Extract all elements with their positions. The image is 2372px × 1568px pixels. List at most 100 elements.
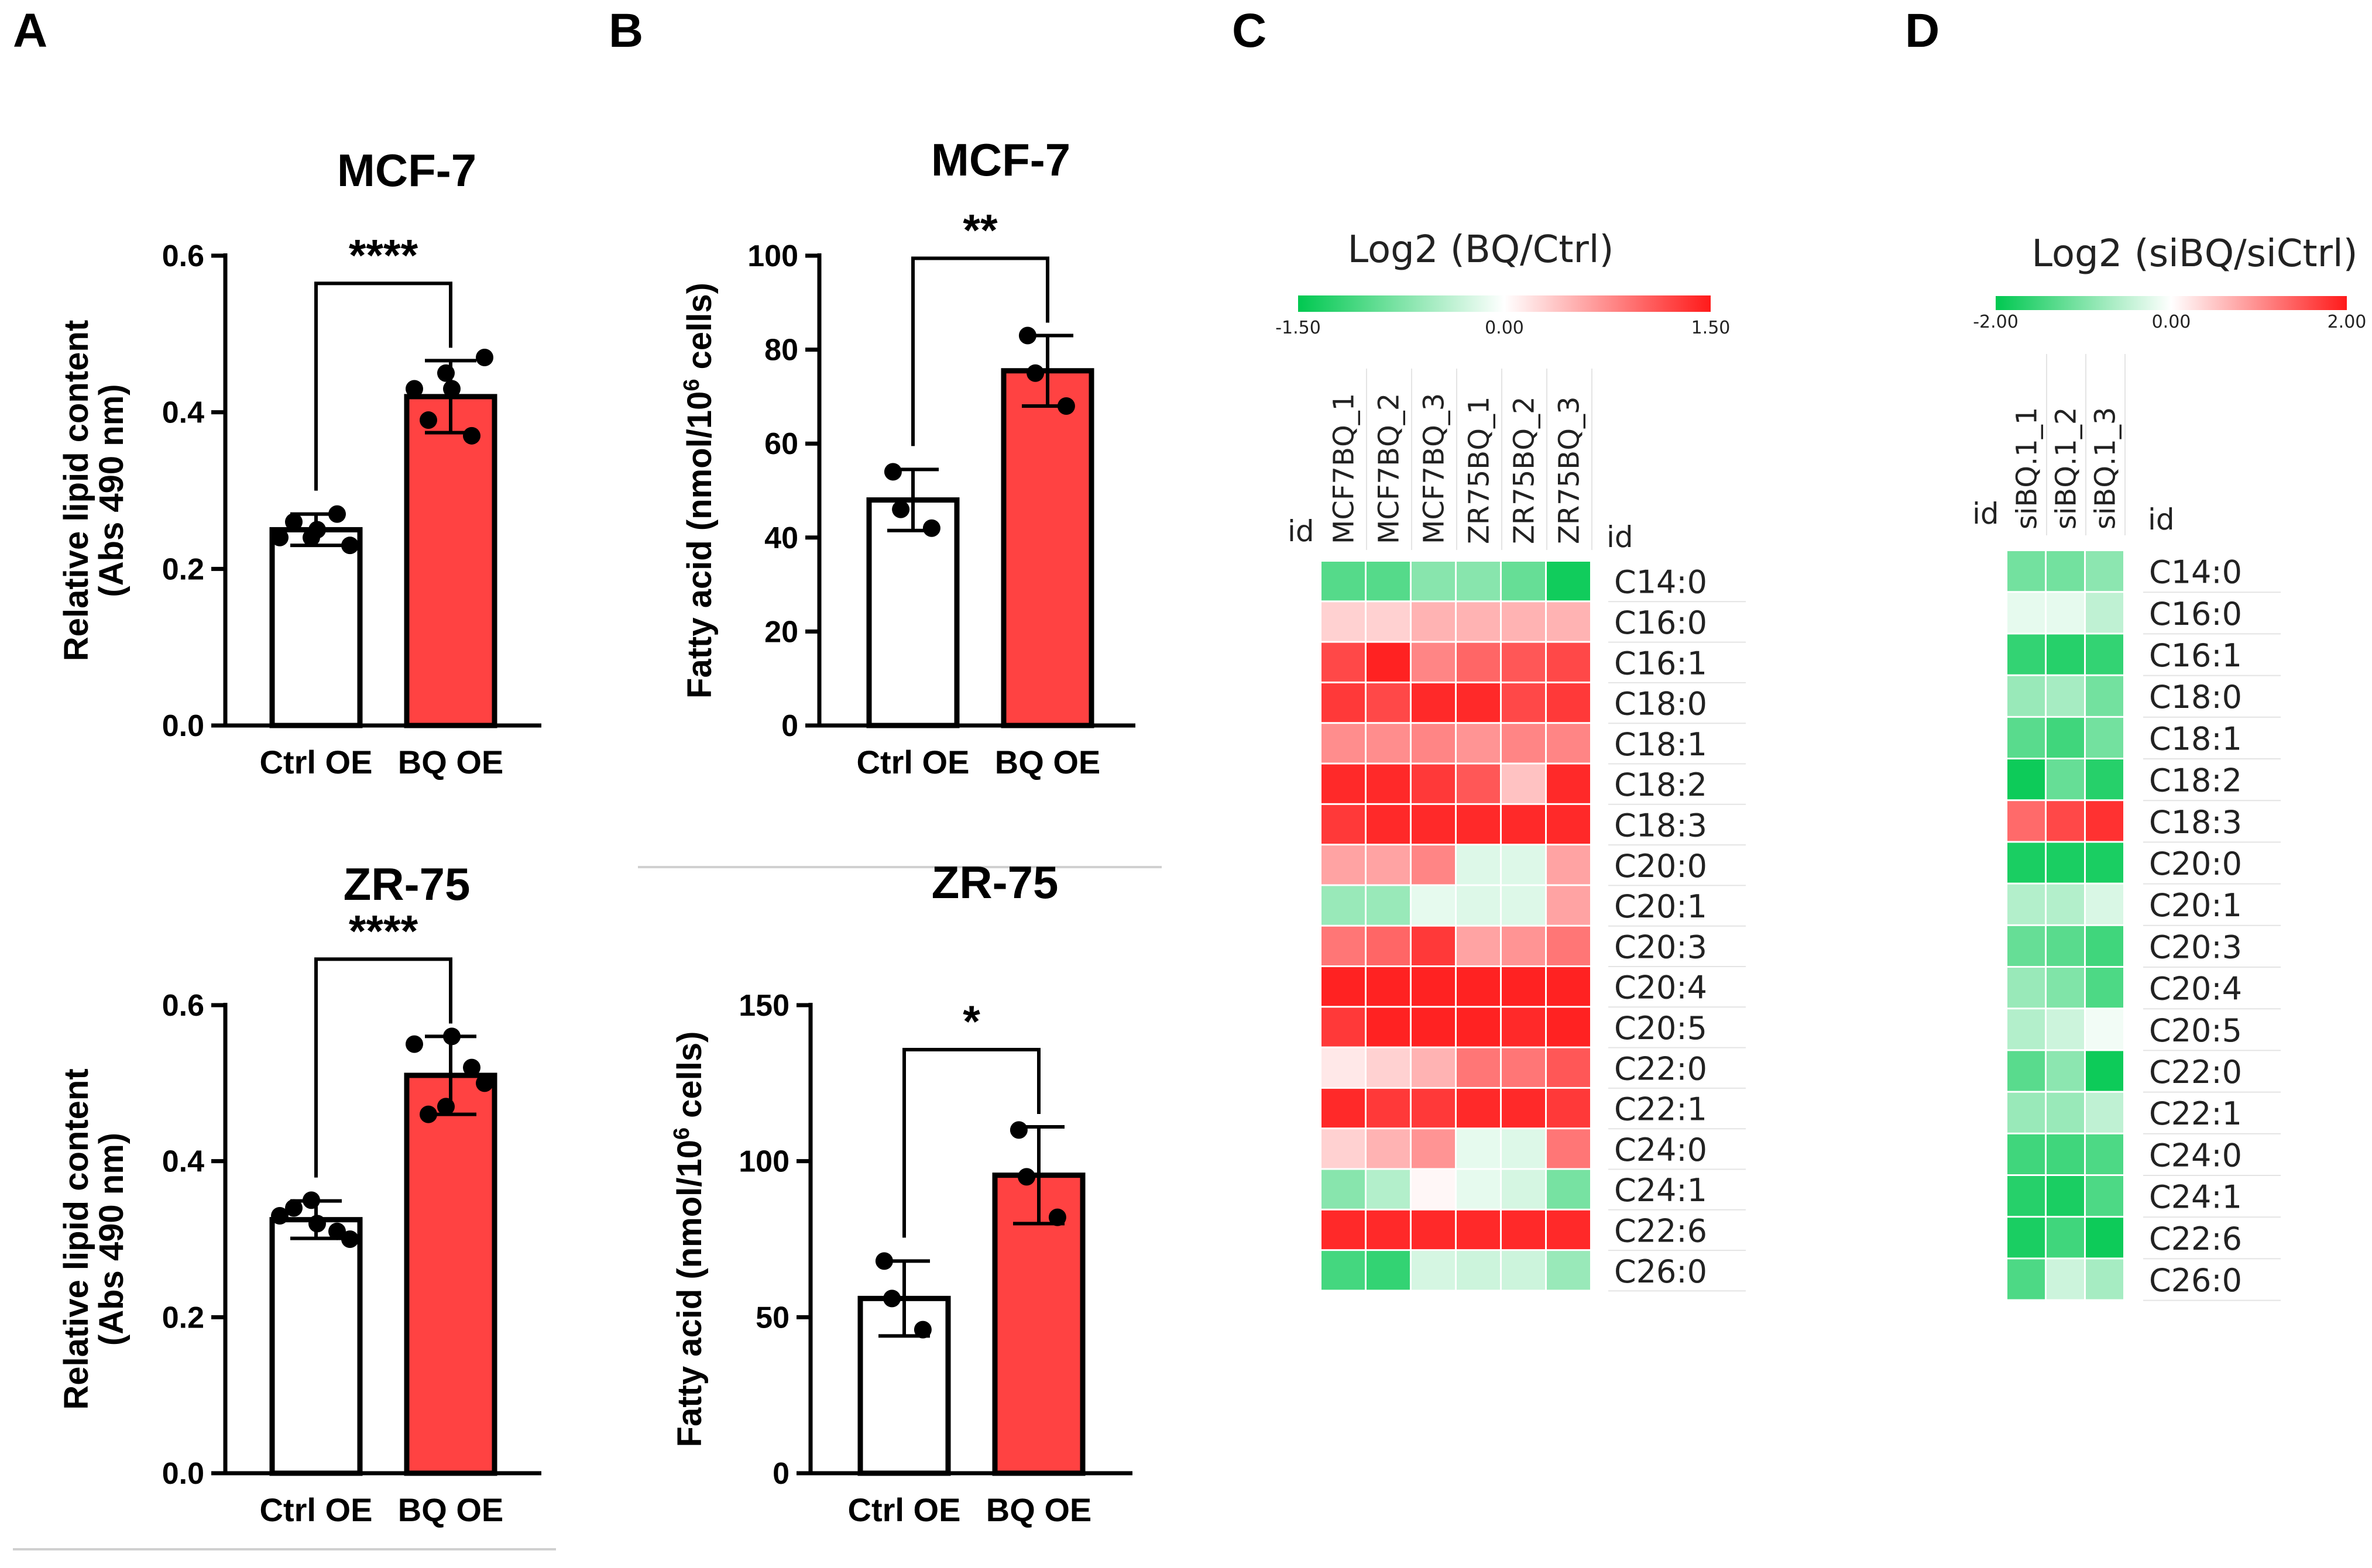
color-scale-label: 1.50 (1691, 318, 1731, 338)
row-label: C20:3 (2149, 929, 2242, 965)
heatmap-cell (2086, 1092, 2123, 1133)
heatmap-cell (2086, 1259, 2123, 1299)
y-tick-label: 0.0 (162, 709, 204, 743)
bar-bq-oe (404, 1072, 497, 1476)
heatmap-cell (1321, 1007, 1365, 1047)
heatmap-cell (1321, 1048, 1365, 1087)
heatmap-cell (2086, 968, 2123, 1008)
heatmap-cell (1412, 1007, 1455, 1047)
heatmap-cell (2007, 1259, 2045, 1299)
heatmap-title: Log2 (siBQ/siCtrl) (2031, 232, 2357, 276)
heatmap-cell (2047, 1259, 2084, 1299)
heatmap-cell (1502, 1048, 1545, 1087)
heatmap-cell (1547, 804, 1590, 844)
heatmap-cell (2007, 1009, 2045, 1050)
heatmap-cell (1502, 1210, 1545, 1250)
heatmap-cell (1321, 967, 1365, 1006)
heatmap-cell (1457, 764, 1500, 803)
heatmap-cell (2086, 593, 2123, 633)
heatmap-cell (1367, 1088, 1410, 1128)
heatmap-cell (1412, 642, 1455, 682)
panel-letter-b: B (609, 4, 643, 57)
heatmap-cell (1367, 1210, 1410, 1250)
x-tick-label: Ctrl OE (260, 744, 373, 780)
heatmap-cell (1367, 967, 1410, 1006)
heatmap-cell (1547, 967, 1590, 1006)
heatmap-cell (1502, 562, 1545, 601)
heatmap-cell (2007, 1218, 2045, 1258)
row-label: C26:0 (2149, 1262, 2242, 1299)
data-point (914, 1321, 932, 1339)
data-point (1010, 1121, 1028, 1139)
color-scale-label: 2.00 (2328, 312, 2367, 332)
heatmap-cell (1321, 1129, 1365, 1168)
heatmap-cell (1502, 1088, 1545, 1128)
data-point (406, 1035, 423, 1053)
color-scale-label: 0.00 (1485, 318, 1524, 338)
column-label: ZR75BQ_3 (1553, 396, 1586, 544)
y-tick-label: 0 (773, 1457, 789, 1491)
heatmap-cell (1367, 724, 1410, 763)
heatmap-cell (1502, 1170, 1545, 1209)
heatmap-cell (2007, 801, 2045, 841)
heatmap-cell (1412, 886, 1455, 925)
data-point (303, 528, 320, 546)
heatmap-cell (1412, 1048, 1455, 1087)
heatmap-cell (2007, 926, 2045, 966)
heatmap-cell (1502, 967, 1545, 1006)
significance-bracket (314, 281, 452, 491)
heatmap-cell (1367, 642, 1410, 682)
heatmap-cell (2047, 634, 2084, 675)
bar-ctrl-oe (866, 497, 960, 728)
column-label: siBQ.1_2 (2050, 407, 2083, 529)
x-tick-label: Ctrl OE (857, 744, 970, 780)
data-point (341, 1230, 359, 1248)
heatmap-cell (1412, 764, 1455, 803)
heatmap-cell (2047, 717, 2084, 758)
data-point (341, 537, 359, 555)
data-point (892, 500, 910, 518)
row-label: C20:0 (1614, 848, 1707, 885)
heatmap-cell (1547, 1007, 1590, 1047)
data-point (1018, 1168, 1036, 1186)
bar-ctrl-oe (269, 1217, 363, 1476)
heatmap-cell (2047, 1176, 2084, 1216)
data-point (443, 1027, 461, 1046)
x-tick-label: Ctrl OE (848, 1491, 961, 1528)
id-label-right: id (1606, 520, 1633, 554)
data-point (420, 1105, 437, 1123)
heatmap-cell (1457, 1007, 1500, 1047)
heatmap-cell (2007, 593, 2045, 633)
bar-chart-b-top: MCF-7 Fatty acid (nmol/106 cells) 0 20 40 60 8… (679, 134, 1135, 780)
heatmap-cell (2007, 968, 2045, 1008)
chart-title: MCF-7 (337, 145, 476, 196)
heatmap-c: Log2 (BQ/Ctrl) -1.50 0.00 1.50 id id MCF7BQ_1 M… (1275, 228, 1746, 1292)
heatmap-cell (1547, 886, 1590, 925)
row-label: C24:0 (2149, 1137, 2242, 1174)
color-scale-bar (1298, 295, 1711, 312)
x-tick-label: BQ OE (986, 1491, 1091, 1528)
row-label: C20:1 (1614, 888, 1707, 925)
heatmap-cell (1457, 845, 1500, 885)
data-point (285, 1199, 303, 1217)
row-label: C18:2 (2149, 762, 2242, 799)
heatmap-cell (1547, 683, 1590, 723)
row-label: C20:1 (2149, 887, 2242, 924)
heatmap-cell (1367, 926, 1410, 965)
data-point (476, 348, 493, 366)
significance-label: **** (349, 906, 418, 956)
heatmap-cell (1367, 562, 1410, 601)
heatmap-cell (2007, 1134, 2045, 1174)
row-label: C22:1 (2149, 1095, 2242, 1132)
y-axis-label-units: (Abs 490 nm) (92, 1133, 131, 1346)
heatmap-cell (2007, 676, 2045, 716)
heatmap-cell (2086, 676, 2123, 716)
heatmap-cell (2007, 634, 2045, 675)
heatmap-cell (1412, 1129, 1455, 1168)
row-label: C20:5 (1614, 1010, 1707, 1047)
heatmap-cell (1412, 683, 1455, 723)
heatmap-title: Log2 (BQ/Ctrl) (1347, 228, 1614, 271)
heatmap-cell (1321, 1210, 1365, 1250)
heatmap-cell (1547, 602, 1590, 641)
